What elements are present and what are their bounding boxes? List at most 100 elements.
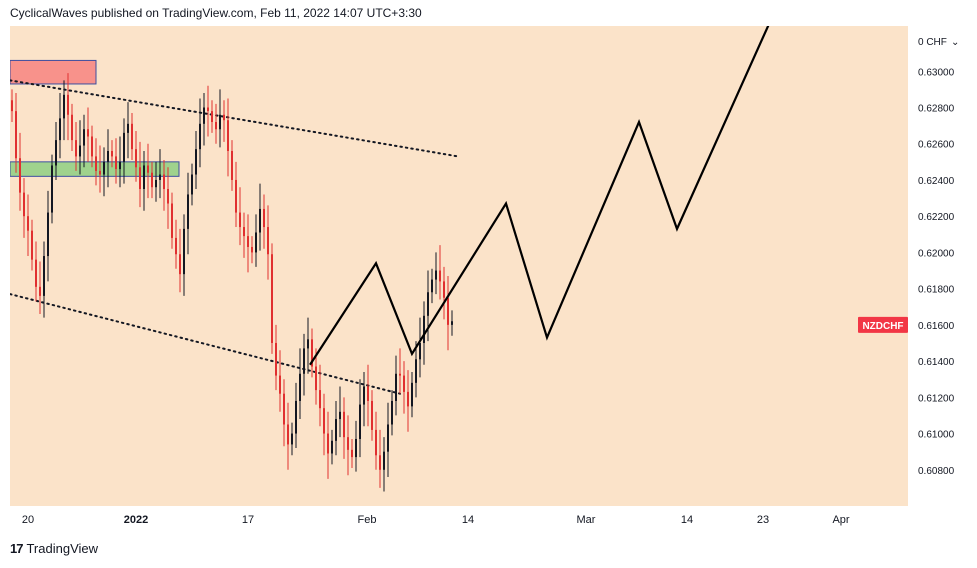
time-axis[interactable] — [10, 506, 908, 534]
candle[interactable] — [155, 161, 157, 202]
candle[interactable] — [107, 129, 109, 188]
candle[interactable] — [411, 371, 413, 418]
plot-area[interactable] — [10, 26, 908, 506]
upper-channel-line[interactable] — [10, 79, 459, 158]
candle[interactable] — [203, 93, 205, 146]
candle[interactable] — [123, 118, 125, 184]
candle[interactable] — [215, 103, 217, 144]
chevron-down-icon[interactable]: ⌄ — [951, 37, 959, 48]
candle[interactable] — [195, 131, 197, 190]
candle[interactable] — [367, 364, 369, 427]
candle[interactable] — [139, 141, 141, 208]
candle[interactable] — [275, 324, 277, 391]
candle[interactable] — [87, 107, 89, 162]
candle[interactable] — [183, 214, 185, 296]
candle[interactable] — [67, 73, 69, 141]
candle[interactable] — [359, 379, 361, 458]
candle[interactable] — [319, 364, 321, 427]
candle[interactable] — [335, 400, 337, 456]
candle[interactable] — [239, 187, 241, 246]
lower-channel-line[interactable] — [10, 293, 401, 395]
candle[interactable] — [383, 437, 385, 492]
candle[interactable] — [339, 386, 341, 438]
candle[interactable] — [207, 85, 209, 137]
candle[interactable] — [403, 361, 405, 414]
candle[interactable] — [447, 275, 449, 351]
candle[interactable] — [331, 429, 333, 465]
candle[interactable] — [187, 172, 189, 255]
candle[interactable] — [415, 341, 417, 398]
candle[interactable] — [291, 422, 293, 456]
candle[interactable] — [311, 328, 313, 378]
candle[interactable] — [223, 100, 225, 142]
price-chart[interactable]: 0.63000 0.62800 0.62600 0.62400 0.62200 0.620… — [10, 26, 966, 534]
candle[interactable] — [375, 411, 377, 470]
candle[interactable] — [199, 98, 201, 168]
candle[interactable] — [343, 397, 345, 459]
candle[interactable] — [175, 219, 177, 269]
candle[interactable] — [111, 140, 113, 168]
candle[interactable] — [127, 102, 129, 159]
candle[interactable] — [103, 147, 105, 197]
candle[interactable] — [271, 243, 273, 354]
candle[interactable] — [299, 348, 301, 420]
candle[interactable] — [11, 89, 13, 122]
candle[interactable] — [191, 163, 193, 206]
candle[interactable] — [451, 310, 453, 336]
price-axis[interactable] — [908, 26, 966, 534]
candle[interactable] — [283, 379, 285, 447]
candle[interactable] — [267, 205, 269, 280]
candle[interactable] — [355, 420, 357, 472]
candle[interactable] — [407, 370, 409, 432]
candle[interactable] — [435, 252, 437, 295]
candle[interactable] — [147, 143, 149, 199]
candle[interactable] — [315, 348, 317, 405]
candle[interactable] — [231, 140, 233, 191]
candle[interactable] — [163, 160, 165, 211]
candle[interactable] — [167, 167, 169, 229]
candle[interactable] — [431, 268, 433, 304]
candle[interactable] — [351, 438, 353, 468]
candle[interactable] — [235, 161, 237, 228]
candle[interactable] — [83, 114, 85, 168]
candle[interactable] — [255, 214, 257, 267]
candle[interactable] — [303, 333, 305, 396]
candle[interactable] — [323, 393, 325, 456]
candle[interactable] — [395, 355, 397, 416]
candle[interactable] — [247, 214, 249, 273]
candle[interactable] — [379, 429, 381, 488]
candle[interactable] — [15, 93, 17, 173]
candle[interactable] — [79, 120, 81, 175]
candle[interactable] — [227, 98, 229, 177]
candle[interactable] — [363, 371, 365, 427]
candle[interactable] — [287, 402, 289, 470]
candle[interactable] — [211, 100, 213, 133]
candle[interactable] — [55, 122, 57, 180]
candle[interactable] — [327, 411, 329, 479]
candle[interactable] — [295, 382, 297, 449]
candle[interactable] — [143, 150, 145, 211]
candle[interactable] — [219, 89, 221, 148]
candle[interactable] — [71, 103, 73, 151]
candle[interactable] — [35, 241, 37, 302]
support-zone[interactable] — [10, 161, 180, 177]
candle[interactable] — [243, 212, 245, 258]
candle[interactable] — [59, 93, 61, 159]
candle[interactable] — [171, 192, 173, 249]
candle[interactable] — [31, 219, 33, 271]
candle[interactable] — [307, 317, 309, 374]
candle[interactable] — [347, 415, 349, 476]
candle[interactable] — [27, 194, 29, 257]
candle[interactable] — [75, 122, 77, 171]
candle[interactable] — [443, 266, 445, 320]
resistance-zone[interactable] — [10, 59, 97, 85]
candle[interactable] — [279, 350, 281, 412]
candle[interactable] — [23, 178, 25, 238]
candle[interactable] — [95, 138, 97, 186]
candle[interactable] — [115, 138, 117, 184]
candle[interactable] — [439, 245, 441, 300]
candle[interactable] — [47, 190, 49, 282]
candle[interactable] — [43, 241, 45, 318]
candle[interactable] — [391, 390, 393, 436]
candle[interactable] — [419, 317, 421, 378]
